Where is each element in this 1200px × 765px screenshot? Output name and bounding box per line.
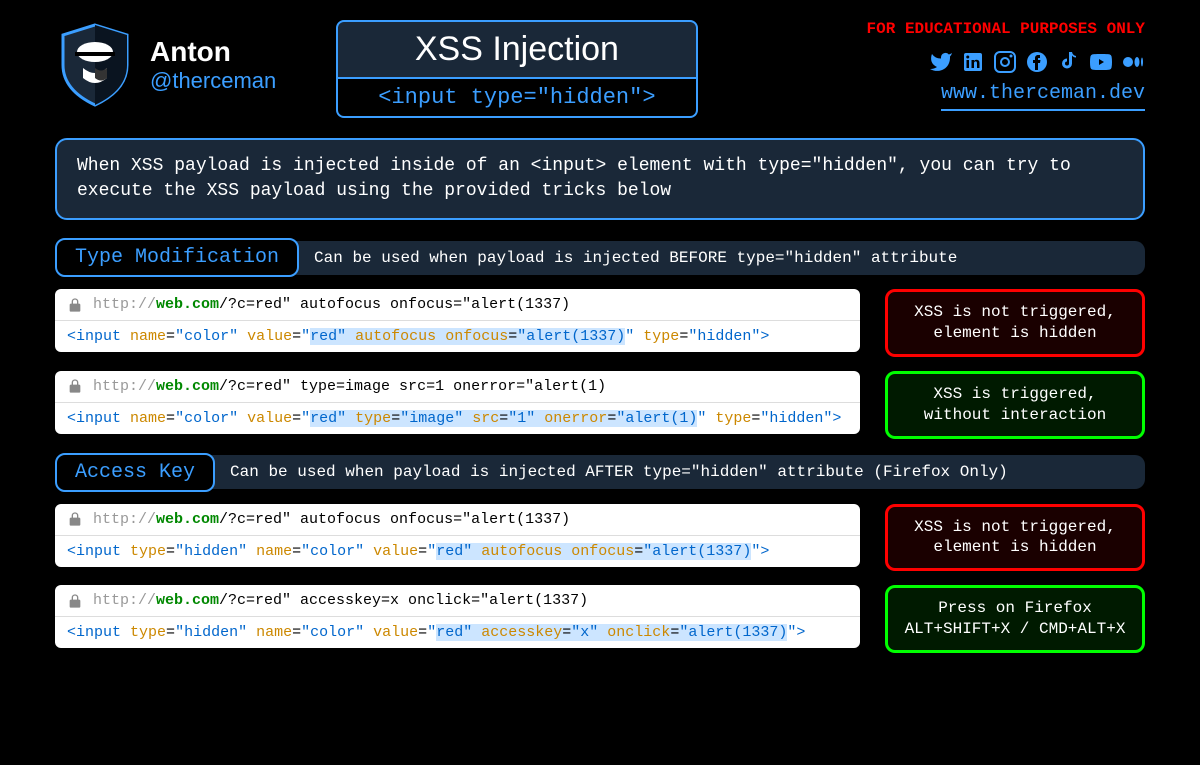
right-header: FOR EDUCATIONAL PURPOSES ONLY www.therce… bbox=[867, 20, 1145, 111]
code-output: <input name="color" value="red" autofocu… bbox=[55, 320, 860, 352]
url-text: http://web.com/?c=red" type=image src=1 … bbox=[93, 378, 606, 395]
page-title: XSS Injection bbox=[336, 20, 697, 79]
facebook-icon[interactable] bbox=[1025, 50, 1049, 74]
section2-header: Access Key Can be used when payload is i… bbox=[55, 453, 1145, 492]
url-bar: http://web.com/?c=red" autofocus onfocus… bbox=[55, 289, 860, 320]
result-triggered: XSS is triggered, without interaction bbox=[885, 371, 1145, 439]
url-text: http://web.com/?c=red" autofocus onfocus… bbox=[93, 511, 570, 528]
url-text: http://web.com/?c=red" accesskey=x oncli… bbox=[93, 592, 588, 609]
code-output: <input name="color" value="red" type="im… bbox=[55, 402, 860, 434]
url-bar: http://web.com/?c=red" accesskey=x oncli… bbox=[55, 585, 860, 616]
page-subtitle: <input type="hidden"> bbox=[336, 79, 697, 118]
section1-header: Type Modification Can be used when paylo… bbox=[55, 238, 1145, 277]
title-box: XSS Injection <input type="hidden"> bbox=[336, 20, 697, 118]
author-name: Anton bbox=[150, 36, 276, 68]
lock-icon bbox=[67, 511, 83, 527]
medium-icon[interactable] bbox=[1121, 50, 1145, 74]
header: Anton @therceman XSS Injection <input ty… bbox=[55, 20, 1145, 118]
youtube-icon[interactable] bbox=[1089, 50, 1113, 74]
section1-title: Type Modification bbox=[55, 238, 299, 277]
url-bar: http://web.com/?c=red" autofocus onfocus… bbox=[55, 504, 860, 535]
url-text: http://web.com/?c=red" autofocus onfocus… bbox=[93, 296, 570, 313]
website-link[interactable]: www.therceman.dev bbox=[941, 82, 1145, 111]
linkedin-icon[interactable] bbox=[961, 50, 985, 74]
result-not-triggered: XSS is not triggered, element is hidden bbox=[885, 504, 1145, 572]
example-4: http://web.com/?c=red" accesskey=x oncli… bbox=[55, 585, 1145, 653]
social-icons bbox=[867, 50, 1145, 74]
example-2: http://web.com/?c=red" type=image src=1 … bbox=[55, 371, 1145, 439]
example-3: http://web.com/?c=red" autofocus onfocus… bbox=[55, 504, 1145, 572]
result-not-triggered: XSS is not triggered, element is hidden bbox=[885, 289, 1145, 357]
shield-avatar-icon bbox=[55, 20, 135, 110]
section2-title: Access Key bbox=[55, 453, 215, 492]
profile-text: Anton @therceman bbox=[150, 36, 276, 94]
section2-desc: Can be used when payload is injected AFT… bbox=[200, 455, 1145, 489]
lock-icon bbox=[67, 378, 83, 394]
educational-warning: FOR EDUCATIONAL PURPOSES ONLY bbox=[867, 20, 1145, 38]
code-output: <input type="hidden" name="color" value=… bbox=[55, 535, 860, 567]
tiktok-icon[interactable] bbox=[1057, 50, 1081, 74]
instagram-icon[interactable] bbox=[993, 50, 1017, 74]
author-handle[interactable]: @therceman bbox=[150, 68, 276, 94]
code-output: <input type="hidden" name="color" value=… bbox=[55, 616, 860, 648]
url-bar: http://web.com/?c=red" type=image src=1 … bbox=[55, 371, 860, 402]
lock-icon bbox=[67, 593, 83, 609]
profile-block: Anton @therceman bbox=[55, 20, 276, 110]
section1-desc: Can be used when payload is injected BEF… bbox=[284, 241, 1145, 275]
example-1: http://web.com/?c=red" autofocus onfocus… bbox=[55, 289, 1145, 357]
lock-icon bbox=[67, 297, 83, 313]
result-firefox-key: Press on Firefox ALT+SHIFT+X / CMD+ALT+X bbox=[885, 585, 1145, 653]
twitter-icon[interactable] bbox=[929, 50, 953, 74]
description-box: When XSS payload is injected inside of a… bbox=[55, 138, 1145, 220]
